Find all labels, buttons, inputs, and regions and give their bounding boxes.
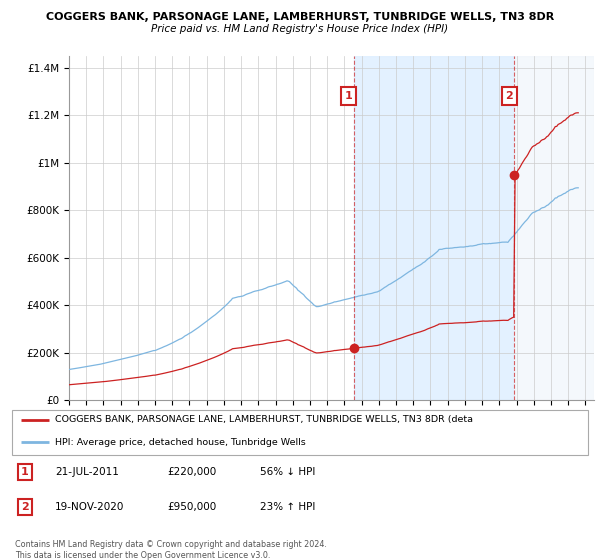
Text: 1: 1	[21, 467, 29, 477]
Text: £220,000: £220,000	[167, 467, 217, 477]
Text: 2: 2	[21, 502, 29, 512]
Text: Contains HM Land Registry data © Crown copyright and database right 2024.
This d: Contains HM Land Registry data © Crown c…	[15, 540, 327, 560]
Text: £950,000: £950,000	[167, 502, 217, 512]
Text: COGGERS BANK, PARSONAGE LANE, LAMBERHURST, TUNBRIDGE WELLS, TN3 8DR: COGGERS BANK, PARSONAGE LANE, LAMBERHURS…	[46, 12, 554, 22]
Text: 19-NOV-2020: 19-NOV-2020	[55, 502, 125, 512]
FancyBboxPatch shape	[12, 410, 588, 455]
Text: 1: 1	[345, 91, 353, 101]
Text: HPI: Average price, detached house, Tunbridge Wells: HPI: Average price, detached house, Tunb…	[55, 438, 306, 447]
Text: 56% ↓ HPI: 56% ↓ HPI	[260, 467, 315, 477]
Text: COGGERS BANK, PARSONAGE LANE, LAMBERHURST, TUNBRIDGE WELLS, TN3 8DR (deta: COGGERS BANK, PARSONAGE LANE, LAMBERHURS…	[55, 416, 473, 424]
Bar	[514, 56, 594, 400]
Text: 21-JUL-2011: 21-JUL-2011	[55, 467, 119, 477]
Bar	[354, 56, 514, 400]
Text: 2: 2	[505, 91, 513, 101]
Text: 23% ↑ HPI: 23% ↑ HPI	[260, 502, 315, 512]
Text: Price paid vs. HM Land Registry's House Price Index (HPI): Price paid vs. HM Land Registry's House …	[151, 24, 449, 34]
